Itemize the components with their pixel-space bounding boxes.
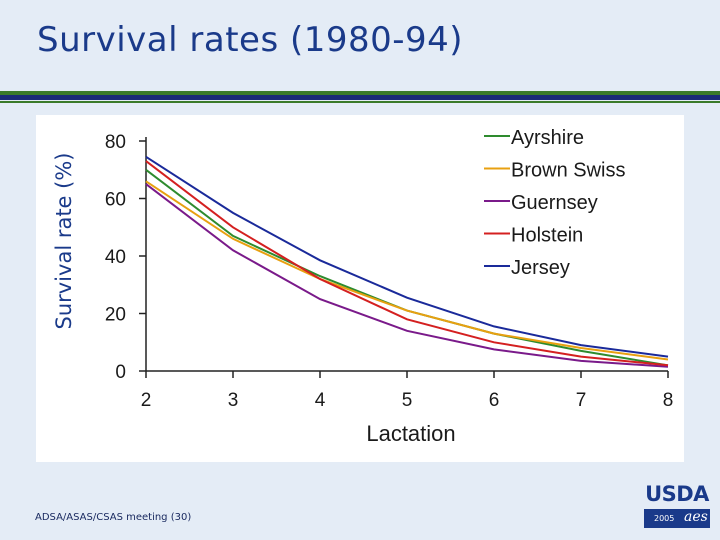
y-tick-label: 0 — [115, 362, 126, 383]
series-line-jersey — [145, 155, 669, 358]
legend-label-jersey: Jersey — [511, 257, 570, 279]
footer-text: ADSA/ASAS/CSAS meeting (30) — [35, 512, 192, 523]
chart-legend: Ayrshire Brown Swiss Guernsey Holstein Jerse… — [484, 127, 625, 279]
aes-logo-mark: aes — [684, 509, 708, 525]
legend-label-guernsey: Guernsey — [511, 192, 598, 214]
legend-label-brown-swiss: Brown Swiss — [511, 160, 625, 182]
x-tick-label: 5 — [402, 390, 413, 411]
y-tick-label: 60 — [105, 190, 126, 211]
series-line-guernsey — [145, 183, 669, 368]
usda-logo-bar — [644, 509, 710, 528]
x-tick-label: 4 — [315, 390, 326, 411]
y-axis-label: Survival rate (%) — [52, 152, 76, 330]
legend-label-ayrshire: Ayrshire — [511, 127, 584, 149]
title-divider-thin — [0, 101, 720, 103]
title-divider-navy — [0, 95, 720, 100]
legend-label-holstein: Holstein — [511, 225, 583, 247]
chart-axes: 0 20 40 60 80 2 3 4 5 6 7 8 — [105, 132, 673, 411]
usda-logo-text: USDA — [645, 482, 709, 506]
y-tick-label: 20 — [105, 305, 126, 326]
usda-logo: USDA 2005 aes — [644, 482, 710, 528]
chart-panel: 0 20 40 60 80 2 3 4 5 6 7 8 Ayrshire Brown Swiss Guer… — [36, 115, 684, 462]
y-tick-label: 80 — [105, 132, 126, 153]
x-tick-label: 2 — [141, 390, 152, 411]
chart-lines — [145, 155, 669, 368]
y-tick-label: 40 — [105, 247, 126, 268]
x-tick-label: 6 — [489, 390, 500, 411]
x-axis-label: Lactation — [366, 421, 455, 446]
x-tick-label: 3 — [228, 390, 239, 411]
x-tick-label: 8 — [663, 390, 674, 411]
survival-rate-chart: 0 20 40 60 80 2 3 4 5 6 7 8 Ayrshire Brown Swiss Guer… — [105, 127, 673, 446]
series-line-holstein — [145, 160, 669, 367]
usda-logo-year: 2005 — [654, 514, 675, 523]
title-divider-green — [0, 91, 720, 95]
x-tick-label: 7 — [576, 390, 587, 411]
series-line-brown-swiss — [145, 180, 669, 361]
slide-title: Survival rates (1980-94) — [37, 20, 464, 60]
